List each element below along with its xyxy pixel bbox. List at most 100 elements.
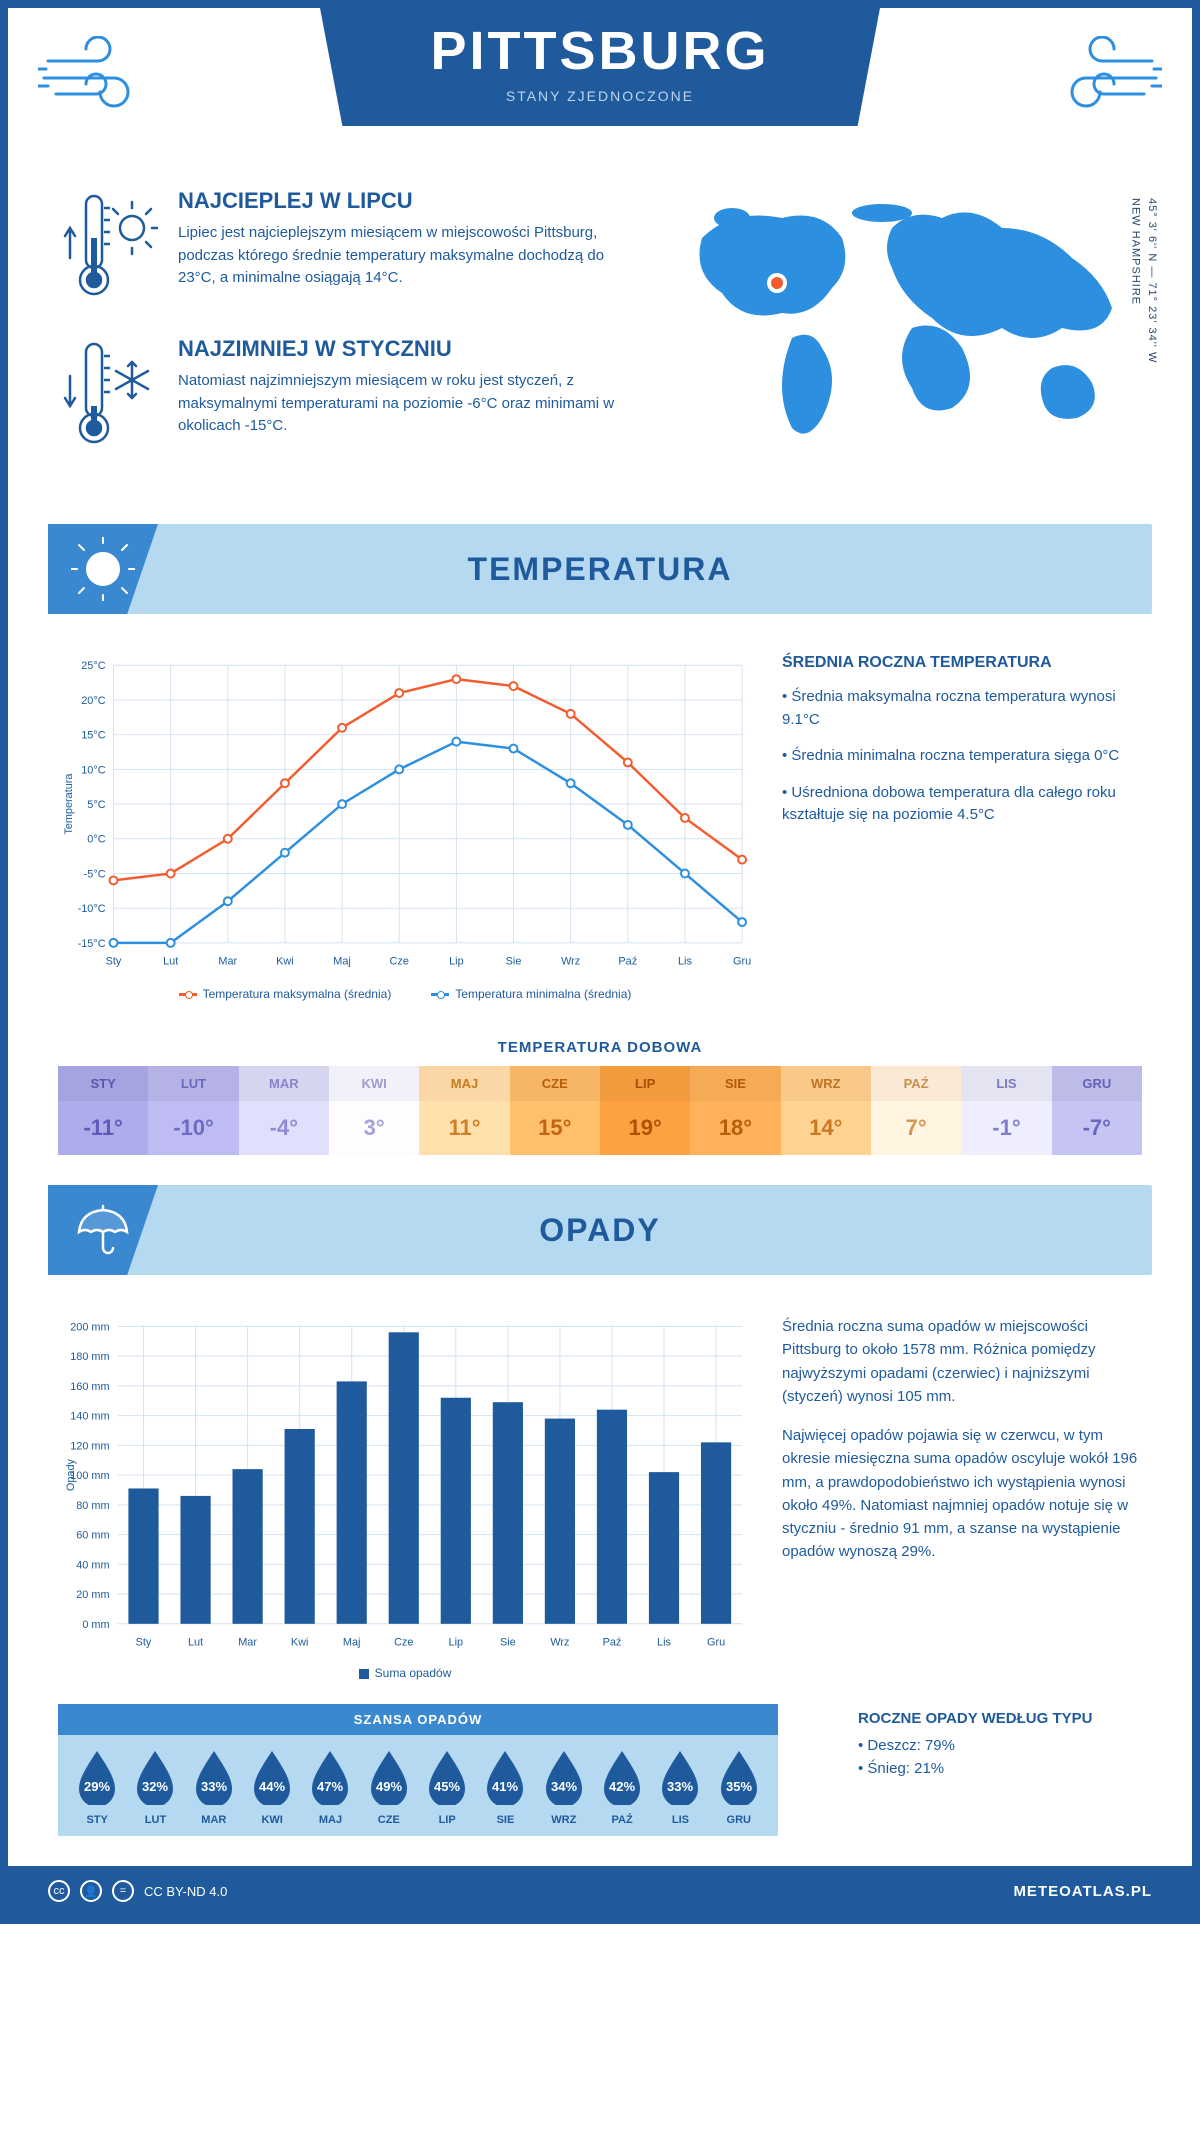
svg-text:29%: 29% [84,1779,110,1794]
coords-latlon: 45° 3' 6'' N — 71° 23' 34'' W [1146,198,1158,363]
svg-text:Wrz: Wrz [561,956,580,968]
chance-title: SZANSA OPADÓW [58,1704,778,1735]
chance-drop: 47% MAJ [301,1749,359,1826]
daily-cell: WRZ 14° [781,1066,871,1155]
coldest-block: NAJZIMNIEJ W STYCZNIU Natomiast najzimni… [58,336,622,456]
precip-legend: Suma opadów [58,1666,752,1680]
svg-text:Sie: Sie [506,956,522,968]
annual-rain: • Deszcz: 79% [858,1737,1092,1754]
temperature-title: TEMPERATURA [468,551,733,588]
temp-summary-title: ŚREDNIA ROCZNA TEMPERATURA [782,654,1142,672]
nd-icon: = [112,1880,134,1902]
precip-text-1: Średnia roczna suma opadów w miejscowośc… [782,1315,1142,1408]
svg-text:Maj: Maj [333,956,351,968]
svg-text:Cze: Cze [390,956,409,968]
svg-text:0 mm: 0 mm [82,1619,109,1631]
by-icon: 👤 [80,1880,102,1902]
precipitation-banner: OPADY [48,1185,1152,1275]
svg-text:Opady: Opady [65,1458,77,1491]
svg-text:35%: 35% [726,1779,752,1794]
daily-cell: STY -11° [58,1066,148,1155]
city-title: PITTSBURG [360,20,840,82]
svg-text:42%: 42% [609,1779,635,1794]
svg-text:45%: 45% [434,1779,460,1794]
precipitation-chart: 0 mm20 mm40 mm60 mm80 mm100 mm120 mm140 … [58,1315,752,1680]
umbrella-icon [48,1185,158,1275]
svg-text:47%: 47% [317,1779,343,1794]
daily-cell: MAJ 11° [419,1066,509,1155]
temperature-banner: TEMPERATURA [48,524,1152,614]
site-name: METEOATLAS.PL [1013,1883,1152,1900]
svg-text:25°C: 25°C [81,660,105,672]
svg-text:Sie: Sie [500,1637,516,1649]
annual-type-title: ROCZNE OPADY WEDŁUG TYPU [858,1710,1092,1727]
cc-icon: cc [48,1880,70,1902]
temp-fact-2: • Uśredniona dobowa temperatura dla całe… [782,782,1142,827]
chance-drop: 45% LIP [418,1749,476,1826]
daily-temp-table: STY -11° LUT -10° MAR -4° KWI 3° MAJ 11°… [58,1066,1142,1155]
svg-text:33%: 33% [201,1779,227,1794]
svg-text:Paź: Paź [603,1637,622,1649]
temperature-summary: ŚREDNIA ROCZNA TEMPERATURA • Średnia mak… [782,654,1142,1001]
svg-text:Maj: Maj [343,1637,361,1649]
svg-text:Mar: Mar [218,956,237,968]
license-block: cc 👤 = CC BY-ND 4.0 [48,1880,227,1902]
chance-drop: 33% LIS [651,1749,709,1826]
coordinates: 45° 3' 6'' N — 71° 23' 34'' W NEW HAMPSH… [1127,198,1160,363]
header: PITTSBURG STANY ZJEDNOCZONE [8,8,1192,178]
warmest-text: Lipiec jest najcieplejszym miesiącem w m… [178,222,622,290]
page: PITTSBURG STANY ZJEDNOCZONE [0,0,1200,1924]
precip-text-2: Najwięcej opadów pojawia się w czerwcu, … [782,1424,1142,1564]
world-map: 45° 3' 6'' N — 71° 23' 34'' W NEW HAMPSH… [662,188,1142,484]
svg-text:Cze: Cze [394,1637,413,1649]
temp-legend: Temperatura maksymalna (średnia) Tempera… [58,987,752,1001]
svg-text:5°C: 5°C [87,799,105,811]
svg-text:Kwi: Kwi [291,1637,309,1649]
chance-drop: 42% PAŹ [593,1749,651,1826]
daily-cell: SIE 18° [690,1066,780,1155]
svg-text:Paź: Paź [618,956,637,968]
chance-drop: 33% MAR [185,1749,243,1826]
svg-text:Lut: Lut [163,956,178,968]
chance-drops-row: 29% STY 32% LUT 33% MAR 44% KWI 47% MAJ … [58,1735,778,1836]
legend-max: Temperatura maksymalna (średnia) [203,987,392,1001]
precipitation-title: OPADY [539,1212,660,1249]
svg-text:140 mm: 140 mm [70,1411,109,1423]
svg-text:32%: 32% [142,1779,168,1794]
svg-text:41%: 41% [492,1779,518,1794]
svg-text:10°C: 10°C [81,764,105,776]
legend-min: Temperatura minimalna (średnia) [455,987,631,1001]
country-subtitle: STANY ZJEDNOCZONE [360,88,840,104]
svg-text:34%: 34% [551,1779,577,1794]
chance-drop: 32% LUT [126,1749,184,1826]
svg-text:49%: 49% [376,1779,402,1794]
svg-text:20 mm: 20 mm [76,1589,109,1601]
warmest-title: NAJCIEPLEJ W LIPCU [178,188,622,214]
svg-text:Kwi: Kwi [276,956,294,968]
svg-text:80 mm: 80 mm [76,1500,109,1512]
svg-text:Mar: Mar [238,1637,257,1649]
annual-snow: • Śnieg: 21% [858,1760,1092,1777]
chance-drop: 29% STY [68,1749,126,1826]
precipitation-summary: Średnia roczna suma opadów w miejscowośc… [782,1315,1142,1680]
coldest-text: Natomiast najzimniejszym miesiącem w rok… [178,370,622,438]
chance-drop: 41% SIE [476,1749,534,1826]
daily-cell: PAŹ 7° [871,1066,961,1155]
svg-text:60 mm: 60 mm [76,1530,109,1542]
svg-text:-5°C: -5°C [84,868,106,880]
chance-drop: 35% GRU [710,1749,768,1826]
annual-precip-type: ROCZNE OPADY WEDŁUG TYPU • Deszcz: 79% •… [858,1690,1092,1783]
svg-text:120 mm: 120 mm [70,1440,109,1452]
title-banner: PITTSBURG STANY ZJEDNOCZONE [320,8,880,126]
wind-icon-left [38,36,158,116]
svg-text:Sty: Sty [106,956,122,968]
svg-text:180 mm: 180 mm [70,1351,109,1363]
daily-cell: LIS -1° [961,1066,1051,1155]
daily-cell: LIP 19° [600,1066,690,1155]
precipitation-section: 0 mm20 mm40 mm60 mm80 mm100 mm120 mm140 … [8,1285,1192,1690]
daily-temp-title: TEMPERATURA DOBOWA [8,1039,1192,1056]
thermometer-cold-icon [58,336,158,456]
svg-text:Lip: Lip [449,1637,464,1649]
temp-fact-0: • Średnia maksymalna roczna temperatura … [782,686,1142,731]
intro-section: NAJCIEPLEJ W LIPCU Lipiec jest najcieple… [8,178,1192,514]
